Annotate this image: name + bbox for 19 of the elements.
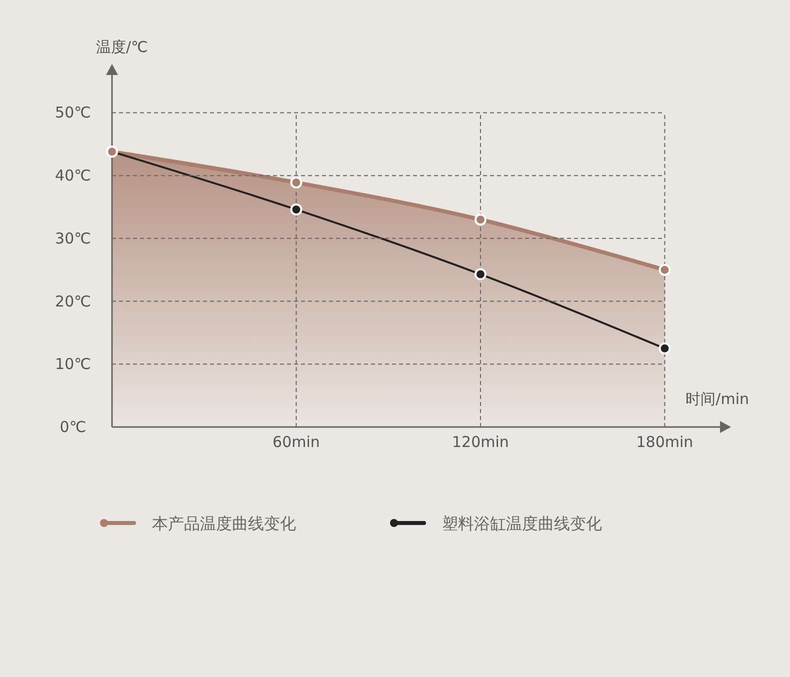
legend-label: 塑料浴缸温度曲线变化 xyxy=(442,514,602,533)
y-tick-label: 20℃ xyxy=(55,292,91,310)
y-tick-label: 10℃ xyxy=(55,355,91,374)
point xyxy=(658,264,671,276)
y-tick-label: 30℃ xyxy=(55,229,91,248)
point xyxy=(290,176,302,188)
point xyxy=(290,204,302,216)
point xyxy=(474,268,486,280)
point xyxy=(474,214,486,226)
x-axis-title: 时间/min xyxy=(686,390,749,408)
y-tick-label: 40℃ xyxy=(55,166,91,185)
legend-label: 本产品温度曲线变化 xyxy=(152,514,296,533)
x-tick-label: 60min xyxy=(272,433,320,451)
point xyxy=(658,342,671,354)
x-tick-label: 180min xyxy=(636,433,694,451)
y-tick-label: 50℃ xyxy=(55,104,91,122)
x-tick-label: 120min xyxy=(452,433,509,451)
y-axis-title: 温度/℃ xyxy=(96,38,148,56)
y-tick-label: 0℃ xyxy=(60,418,86,436)
